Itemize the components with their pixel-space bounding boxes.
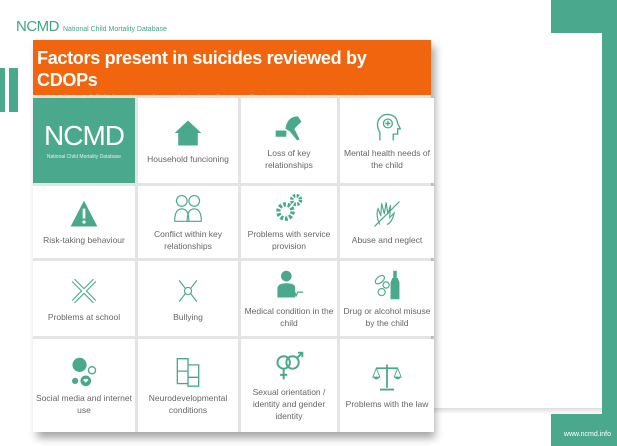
factor-label: Problems at school bbox=[47, 311, 121, 322]
factor-label: Sexual orientation / identity and gender… bbox=[252, 386, 326, 421]
factor-tile: Social media and internet use bbox=[33, 339, 135, 432]
factor-label: Bullying bbox=[173, 311, 203, 322]
infographic-title: Factors present in suicides reviewed by … bbox=[37, 48, 367, 90]
factor-tile: Medical condition in the child bbox=[241, 261, 337, 336]
factor-tile: Drug or alcohol misuse by the child bbox=[340, 261, 434, 336]
gears-icon bbox=[276, 193, 303, 221]
factor-label: Mental health needs of the child bbox=[343, 147, 430, 170]
factor-label: Risk-taking behaviour bbox=[43, 235, 125, 245]
factor-tile: Household funcioning bbox=[138, 98, 238, 183]
factor-tile: Bullying bbox=[138, 261, 238, 336]
factor-label: Loss of key relationships bbox=[265, 147, 313, 170]
pencils-icon bbox=[71, 278, 97, 303]
factor-grid: NCMD National Child Mortality Database H… bbox=[33, 98, 434, 432]
pills-bottle-icon bbox=[374, 270, 400, 299]
footer-url: www.ncmd.info bbox=[563, 431, 611, 438]
factor-tile: Problems with the law bbox=[340, 339, 434, 432]
factor-tile: Mental health needs of the child bbox=[340, 98, 434, 183]
logo-name: National Child Mortality Database bbox=[63, 26, 167, 33]
factor-tile: Neurodevelopmental conditions bbox=[138, 339, 238, 432]
factor-tile: Sexual orientation / identity and gender… bbox=[241, 339, 337, 432]
brand-abbr: NCMD bbox=[44, 120, 125, 151]
puzzle-icon bbox=[176, 357, 200, 387]
factor-tile: Problems at school bbox=[33, 261, 135, 336]
ncmd-logo: NCMD National Child Mortality Database bbox=[16, 18, 167, 35]
infographic-header: Factors present in suicides reviewed by … bbox=[33, 40, 431, 105]
grieving-person-icon bbox=[275, 115, 302, 140]
factor-label: Conflict within key relationships bbox=[153, 229, 223, 251]
social-media-icon bbox=[72, 357, 97, 386]
factor-label: Problems with service provision bbox=[247, 229, 331, 251]
factor-tile: Problems with service provision bbox=[241, 186, 337, 258]
warning-icon bbox=[70, 200, 98, 227]
gender-symbols-icon bbox=[276, 351, 304, 379]
left-bar bbox=[0, 68, 5, 112]
factor-label: Household funcioning bbox=[147, 153, 229, 164]
infographic-card: Factors present in suicides reviewed by … bbox=[33, 40, 434, 432]
factor-label: Abuse and neglect bbox=[351, 235, 423, 245]
hand-crossed-icon bbox=[374, 201, 400, 227]
factor-label: Social media and internet use bbox=[36, 392, 132, 415]
head-plus-icon bbox=[376, 113, 402, 140]
scales-icon bbox=[372, 364, 402, 390]
panel-shadow bbox=[430, 408, 602, 414]
factor-label: Drug or alcohol misuse by the child bbox=[343, 305, 431, 328]
side-strip bbox=[602, 0, 617, 446]
bullying-icon bbox=[178, 279, 198, 302]
factor-tile: Conflict within key relationships bbox=[138, 186, 238, 258]
house-icon bbox=[174, 120, 202, 145]
left-bar bbox=[9, 68, 18, 112]
factor-label: Neurodevelopmental conditions bbox=[148, 392, 228, 415]
factor-label: Medical condition in the child bbox=[244, 305, 334, 328]
factor-tile: Abuse and neglect bbox=[340, 186, 434, 258]
person-heartbeat-icon bbox=[277, 270, 304, 297]
factor-tile: Risk-taking behaviour bbox=[33, 186, 135, 258]
logo-abbr: NCMD bbox=[16, 18, 60, 35]
factor-tile: Loss of key relationships bbox=[241, 98, 337, 183]
brand-tile: NCMD National Child Mortality Database bbox=[33, 98, 135, 183]
footer-block: www.ncmd.info bbox=[551, 412, 617, 446]
conflict-people-icon bbox=[174, 194, 202, 222]
brand-name: National Child Mortality Database bbox=[46, 154, 122, 160]
factor-label: Problems with the law bbox=[345, 398, 429, 409]
